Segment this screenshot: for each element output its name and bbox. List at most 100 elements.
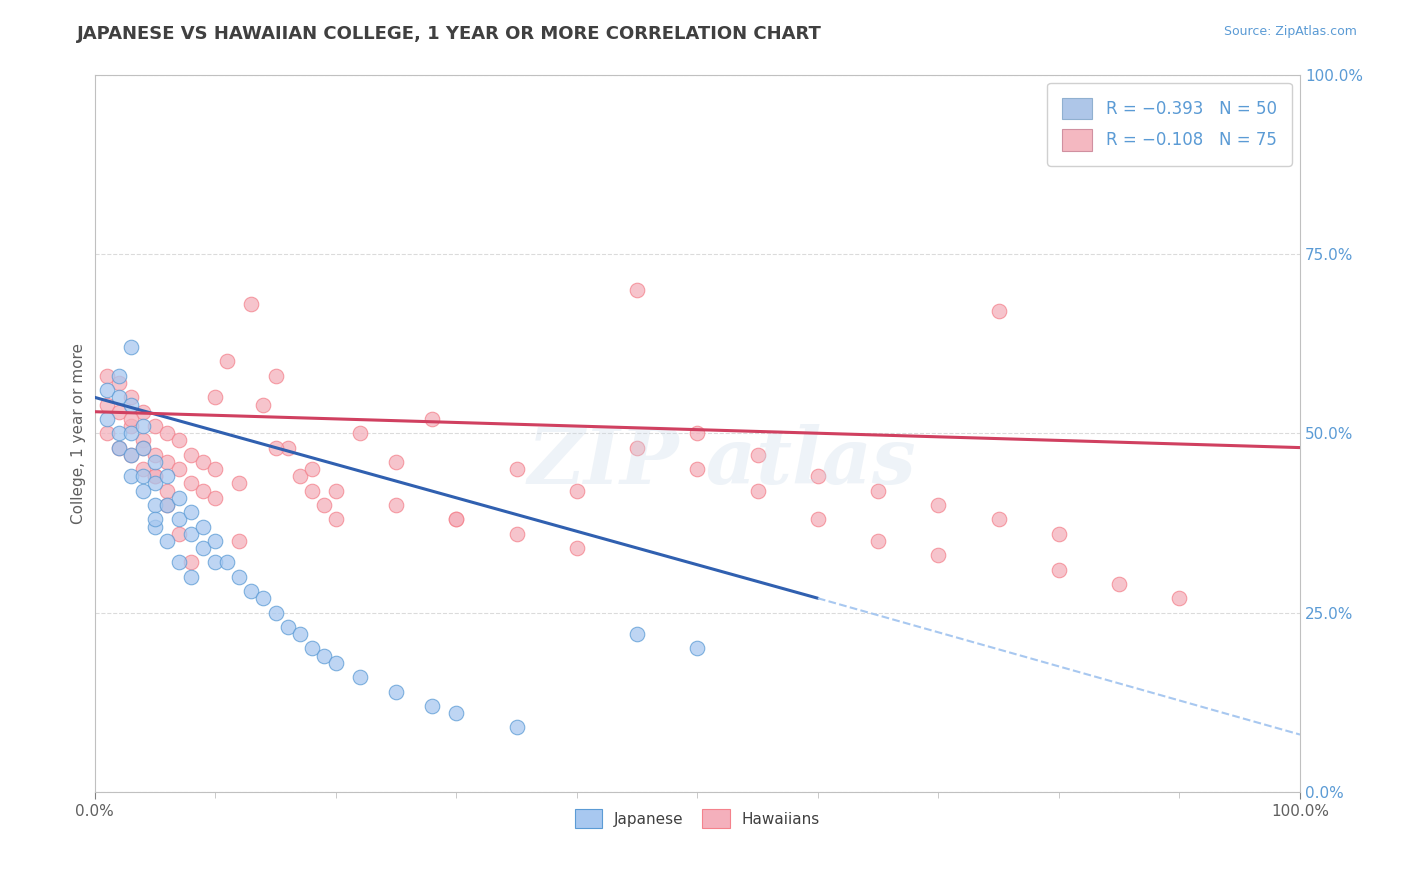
Point [120, 448, 142, 462]
Text: JAPANESE VS HAWAIIAN COLLEGE, 1 YEAR OR MORE CORRELATION CHART: JAPANESE VS HAWAIIAN COLLEGE, 1 YEAR OR … [77, 25, 823, 43]
Y-axis label: College, 1 year or more: College, 1 year or more [72, 343, 86, 524]
Point [96, 426, 118, 441]
Point [747, 448, 769, 462]
Text: Source: ZipAtlas.com: Source: ZipAtlas.com [1223, 25, 1357, 38]
Point [1047, 563, 1070, 577]
Point [505, 462, 527, 476]
Point [120, 398, 142, 412]
Point [143, 448, 166, 462]
Point [277, 620, 299, 634]
Point [156, 498, 179, 512]
Point [987, 512, 1010, 526]
Point [167, 462, 190, 476]
Point [156, 533, 179, 548]
Point [143, 498, 166, 512]
Point [385, 455, 408, 469]
Point [143, 512, 166, 526]
Point [143, 519, 166, 533]
Point [868, 533, 890, 548]
Point [108, 368, 131, 383]
Point [120, 448, 142, 462]
Point [108, 390, 131, 404]
Point [120, 390, 142, 404]
Point [565, 541, 588, 555]
Point [120, 412, 142, 426]
Point [180, 526, 202, 541]
Point [132, 441, 155, 455]
Point [288, 627, 311, 641]
Point [132, 441, 155, 455]
Point [446, 512, 468, 526]
Point [252, 591, 274, 606]
Point [204, 533, 226, 548]
Point [446, 706, 468, 720]
Point [204, 390, 226, 404]
Point [204, 491, 226, 505]
Point [420, 698, 443, 713]
Point [132, 462, 155, 476]
Point [167, 491, 190, 505]
Point [120, 469, 142, 483]
Point [96, 383, 118, 397]
Point [132, 483, 155, 498]
Point [193, 455, 215, 469]
Point [108, 376, 131, 390]
Point [446, 512, 468, 526]
Point [277, 441, 299, 455]
Point [132, 405, 155, 419]
Point [193, 541, 215, 555]
Point [167, 555, 190, 569]
Point [868, 483, 890, 498]
Point [301, 483, 323, 498]
Point [325, 656, 347, 670]
Point [312, 648, 335, 663]
Point [1168, 591, 1191, 606]
Point [325, 512, 347, 526]
Point [228, 476, 250, 491]
Point [747, 483, 769, 498]
Point [156, 455, 179, 469]
Point [312, 498, 335, 512]
Point [156, 469, 179, 483]
Point [325, 483, 347, 498]
Point [807, 512, 830, 526]
Point [156, 483, 179, 498]
Point [217, 354, 239, 368]
Point [204, 462, 226, 476]
Point [108, 441, 131, 455]
Point [927, 548, 949, 562]
Point [167, 512, 190, 526]
Point [505, 526, 527, 541]
Point [193, 483, 215, 498]
Text: ZIP atlas: ZIP atlas [527, 424, 915, 500]
Point [96, 412, 118, 426]
Point [228, 570, 250, 584]
Point [204, 555, 226, 569]
Point [385, 684, 408, 698]
Point [180, 448, 202, 462]
Point [807, 469, 830, 483]
Point [240, 584, 263, 599]
Point [143, 469, 166, 483]
Point [108, 426, 131, 441]
Point [288, 469, 311, 483]
Point [927, 498, 949, 512]
Point [143, 419, 166, 434]
Point [217, 555, 239, 569]
Point [264, 606, 287, 620]
Point [120, 419, 142, 434]
Point [180, 476, 202, 491]
Point [686, 462, 709, 476]
Point [626, 627, 648, 641]
Point [385, 498, 408, 512]
Point [120, 426, 142, 441]
Point [264, 368, 287, 383]
Point [132, 469, 155, 483]
Point [108, 405, 131, 419]
Point [143, 476, 166, 491]
Point [132, 419, 155, 434]
Point [108, 441, 131, 455]
Point [301, 462, 323, 476]
Point [349, 670, 371, 684]
Point [626, 441, 648, 455]
